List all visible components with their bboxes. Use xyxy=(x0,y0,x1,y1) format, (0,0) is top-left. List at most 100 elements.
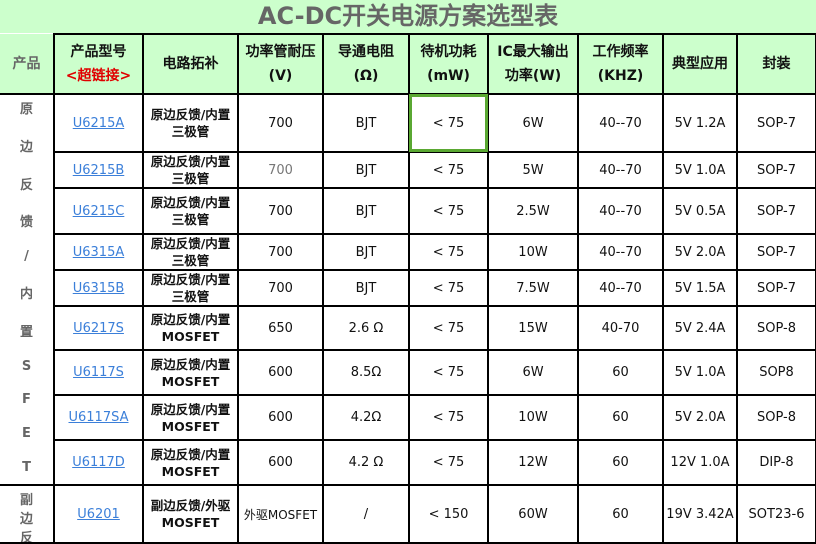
model-link[interactable]: U6315A xyxy=(72,244,125,260)
freq-cell[interactable]: 60 xyxy=(577,484,664,544)
header-group[interactable]: 产品 xyxy=(0,34,55,95)
model-link[interactable]: U6217S xyxy=(73,320,124,336)
topology-cell[interactable]: 原边反馈/内置MOSFET xyxy=(142,305,239,351)
standby-cell[interactable]: < 75 xyxy=(408,233,489,271)
voltage-cell[interactable]: 600 xyxy=(237,349,324,396)
power-cell[interactable]: 7.5W xyxy=(487,269,579,307)
standby-cell[interactable]: < 75 xyxy=(408,349,489,396)
package-cell[interactable]: SOP-7 xyxy=(736,269,816,307)
header-power[interactable]: IC最大输出 功率(W) xyxy=(487,33,579,95)
model-cell[interactable]: U6201 xyxy=(53,484,144,544)
package-cell[interactable]: SOP-8 xyxy=(736,305,816,351)
freq-cell[interactable]: 60 xyxy=(577,394,664,441)
model-cell[interactable]: U6215A xyxy=(53,93,144,153)
resistance-cell[interactable]: BJT xyxy=(322,93,410,153)
group-cell[interactable]: 副边反 xyxy=(0,484,55,544)
freq-cell[interactable]: 40--70 xyxy=(577,93,664,153)
model-cell[interactable]: U6117SA xyxy=(53,394,144,441)
topology-cell[interactable]: 副边反馈/外驱MOSFET xyxy=(142,484,239,544)
model-link[interactable]: U6215C xyxy=(72,203,125,219)
header-voltage[interactable]: 功率管耐压 (V) xyxy=(237,33,324,95)
model-cell[interactable]: U6315A xyxy=(53,233,144,271)
app-cell[interactable]: 12V 1.0A xyxy=(662,439,738,486)
model-link[interactable]: U6215B xyxy=(72,162,125,178)
voltage-cell[interactable]: 700 xyxy=(237,93,324,153)
standby-cell[interactable]: < 75 xyxy=(408,305,489,351)
power-cell[interactable]: 10W xyxy=(487,233,579,271)
model-cell[interactable]: U6217S xyxy=(53,305,144,351)
standby-cell[interactable]: < 75 xyxy=(408,269,489,307)
app-cell[interactable]: 5V 1.0A xyxy=(662,151,738,189)
model-cell[interactable]: U6117S xyxy=(53,349,144,396)
power-cell[interactable]: 15W xyxy=(487,305,579,351)
topology-cell[interactable]: 原边反馈/内置MOSFET xyxy=(142,349,239,396)
resistance-cell[interactable]: 4.2Ω xyxy=(322,394,410,441)
app-cell[interactable]: 5V 2.4A xyxy=(662,305,738,351)
model-cell[interactable]: U6215B xyxy=(53,151,144,189)
package-cell[interactable]: SOP-7 xyxy=(736,187,816,235)
app-cell[interactable]: 5V 2.0A xyxy=(662,233,738,271)
package-cell[interactable]: SOP-7 xyxy=(736,93,816,153)
resistance-cell[interactable]: BJT xyxy=(322,187,410,235)
app-cell[interactable]: 5V 0.5A xyxy=(662,187,738,235)
power-cell[interactable]: 60W xyxy=(487,484,579,544)
resistance-cell[interactable]: BJT xyxy=(322,233,410,271)
standby-cell[interactable]: < 75 xyxy=(408,439,489,486)
voltage-cell[interactable]: 700 xyxy=(237,187,324,235)
power-cell[interactable]: 5W xyxy=(487,151,579,189)
freq-cell[interactable]: 60 xyxy=(577,349,664,396)
standby-cell[interactable]: < 75 xyxy=(408,187,489,235)
model-link[interactable]: U6315B xyxy=(72,280,125,296)
topology-cell[interactable]: 原边反馈/内置三极管 xyxy=(142,233,239,271)
app-cell[interactable]: 5V 1.0A xyxy=(662,349,738,396)
model-cell[interactable]: U6215C xyxy=(53,187,144,235)
model-link[interactable]: U6117D xyxy=(72,455,125,470)
model-link[interactable]: U6117S xyxy=(73,365,124,380)
topology-cell[interactable]: 原边反馈/内置三极管 xyxy=(142,151,239,189)
freq-cell[interactable]: 40-70 xyxy=(577,305,664,351)
power-cell[interactable]: 12W xyxy=(487,439,579,486)
standby-cell[interactable]: < 75 xyxy=(408,394,489,441)
package-cell[interactable]: SOP8 xyxy=(736,349,816,396)
power-cell[interactable]: 10W xyxy=(487,394,579,441)
voltage-cell[interactable]: 600 xyxy=(237,439,324,486)
app-cell[interactable]: 5V 1.2A xyxy=(662,93,738,153)
freq-cell[interactable]: 40--70 xyxy=(577,233,664,271)
topology-cell[interactable]: 原边反馈/内置MOSFET xyxy=(142,394,239,441)
standby-cell[interactable]: < 75 xyxy=(408,151,489,189)
header-freq[interactable]: 工作频率 (KHZ) xyxy=(577,33,664,95)
model-link[interactable]: U6117SA xyxy=(68,410,129,425)
header-standby[interactable]: 待机功耗 (mW) xyxy=(408,33,489,95)
model-cell[interactable]: U6117D xyxy=(53,439,144,486)
standby-cell[interactable]: < 75 xyxy=(408,93,489,153)
package-cell[interactable]: SOP-8 xyxy=(736,394,816,441)
freq-cell[interactable]: 40--70 xyxy=(577,269,664,307)
package-cell[interactable]: SOP-7 xyxy=(736,233,816,271)
header-resistance[interactable]: 导通电阻 (Ω) xyxy=(322,33,410,95)
model-cell[interactable]: U6315B xyxy=(53,269,144,307)
topology-cell[interactable]: 原边反馈/内置三极管 xyxy=(142,93,239,153)
resistance-cell[interactable]: / xyxy=(322,484,410,544)
header-topology[interactable]: 电路拓补 xyxy=(142,33,239,95)
voltage-cell[interactable]: 700 xyxy=(237,151,324,189)
voltage-cell[interactable]: 600 xyxy=(237,394,324,441)
resistance-cell[interactable]: BJT xyxy=(322,269,410,307)
standby-cell[interactable]: < 150 xyxy=(408,484,489,544)
model-link[interactable]: U6215A xyxy=(72,115,125,131)
voltage-cell[interactable]: 700 xyxy=(237,269,324,307)
power-cell[interactable]: 6W xyxy=(487,93,579,153)
voltage-cell[interactable]: 700 xyxy=(237,233,324,271)
power-cell[interactable]: 2.5W xyxy=(487,187,579,235)
resistance-cell[interactable]: 8.5Ω xyxy=(322,349,410,396)
app-cell[interactable]: 19V 3.42A xyxy=(662,484,738,544)
header-app[interactable]: 典型应用 xyxy=(662,33,738,95)
voltage-cell[interactable]: 外驱MOSFET xyxy=(237,484,324,544)
resistance-cell[interactable]: BJT xyxy=(322,151,410,189)
model-link[interactable]: U6201 xyxy=(77,506,120,522)
power-cell[interactable]: 6W xyxy=(487,349,579,396)
resistance-cell[interactable]: 2.6 Ω xyxy=(322,305,410,351)
group-cell[interactable]: 原边反馈 / 内置 S F E T xyxy=(0,93,55,486)
package-cell[interactable]: DIP-8 xyxy=(736,439,816,486)
freq-cell[interactable]: 40--70 xyxy=(577,187,664,235)
freq-cell[interactable]: 40--70 xyxy=(577,151,664,189)
